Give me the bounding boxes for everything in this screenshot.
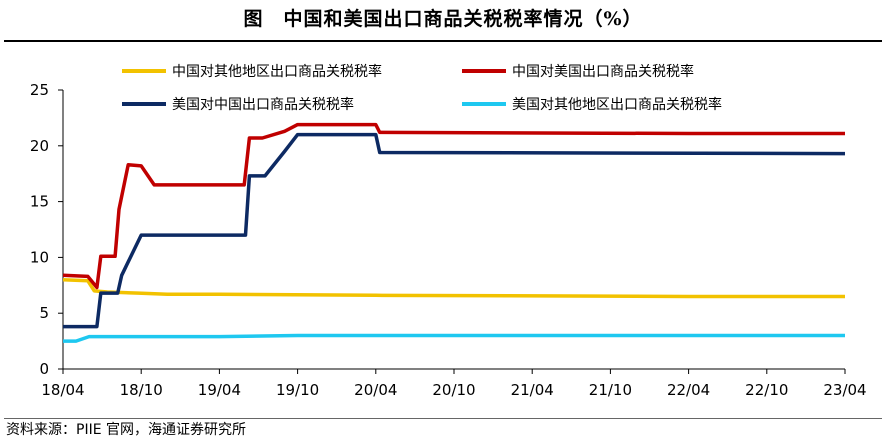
- legend-label: 美国对其他地区出口商品关税税率: [512, 96, 722, 113]
- legend-label: 中国对美国出口商品关税税率: [512, 63, 694, 80]
- x-tick-label: 18/04: [41, 381, 84, 399]
- legend-label: 美国对中国出口商品关税税率: [172, 96, 354, 113]
- y-tick-label: 20: [30, 137, 49, 155]
- title-divider: [4, 40, 882, 42]
- x-tick-label: 20/10: [432, 381, 475, 399]
- x-tick-label: 22/10: [745, 381, 788, 399]
- x-tick-label: 19/04: [198, 381, 241, 399]
- x-tick-label: 18/10: [120, 381, 163, 399]
- y-tick-label: 15: [30, 193, 49, 211]
- series-line: [62, 277, 845, 299]
- x-tick-label: 22/04: [667, 381, 710, 399]
- x-tick-label: 23/04: [823, 381, 866, 399]
- source-note: 资料来源：PIIE 官网，海通证券研究所: [6, 422, 246, 438]
- y-tick-label: 10: [30, 248, 49, 266]
- x-tick-label: 21/04: [511, 381, 554, 399]
- series-line: [63, 132, 846, 329]
- x-tick-label: 19/10: [276, 381, 319, 399]
- chart-title: 图 中国和美国出口商品关税税率情况（%）: [243, 8, 643, 30]
- x-tick-label: 20/04: [354, 381, 397, 399]
- y-tick-label: 0: [39, 360, 49, 378]
- y-tick-label: 25: [30, 81, 49, 99]
- legend-label: 中国对其他地区出口商品关税税率: [172, 63, 382, 80]
- source-divider: [4, 418, 882, 419]
- series-line: [62, 122, 845, 290]
- x-tick-label: 21/10: [589, 381, 632, 399]
- series-line: [63, 333, 845, 343]
- y-tick-label: 5: [39, 304, 49, 322]
